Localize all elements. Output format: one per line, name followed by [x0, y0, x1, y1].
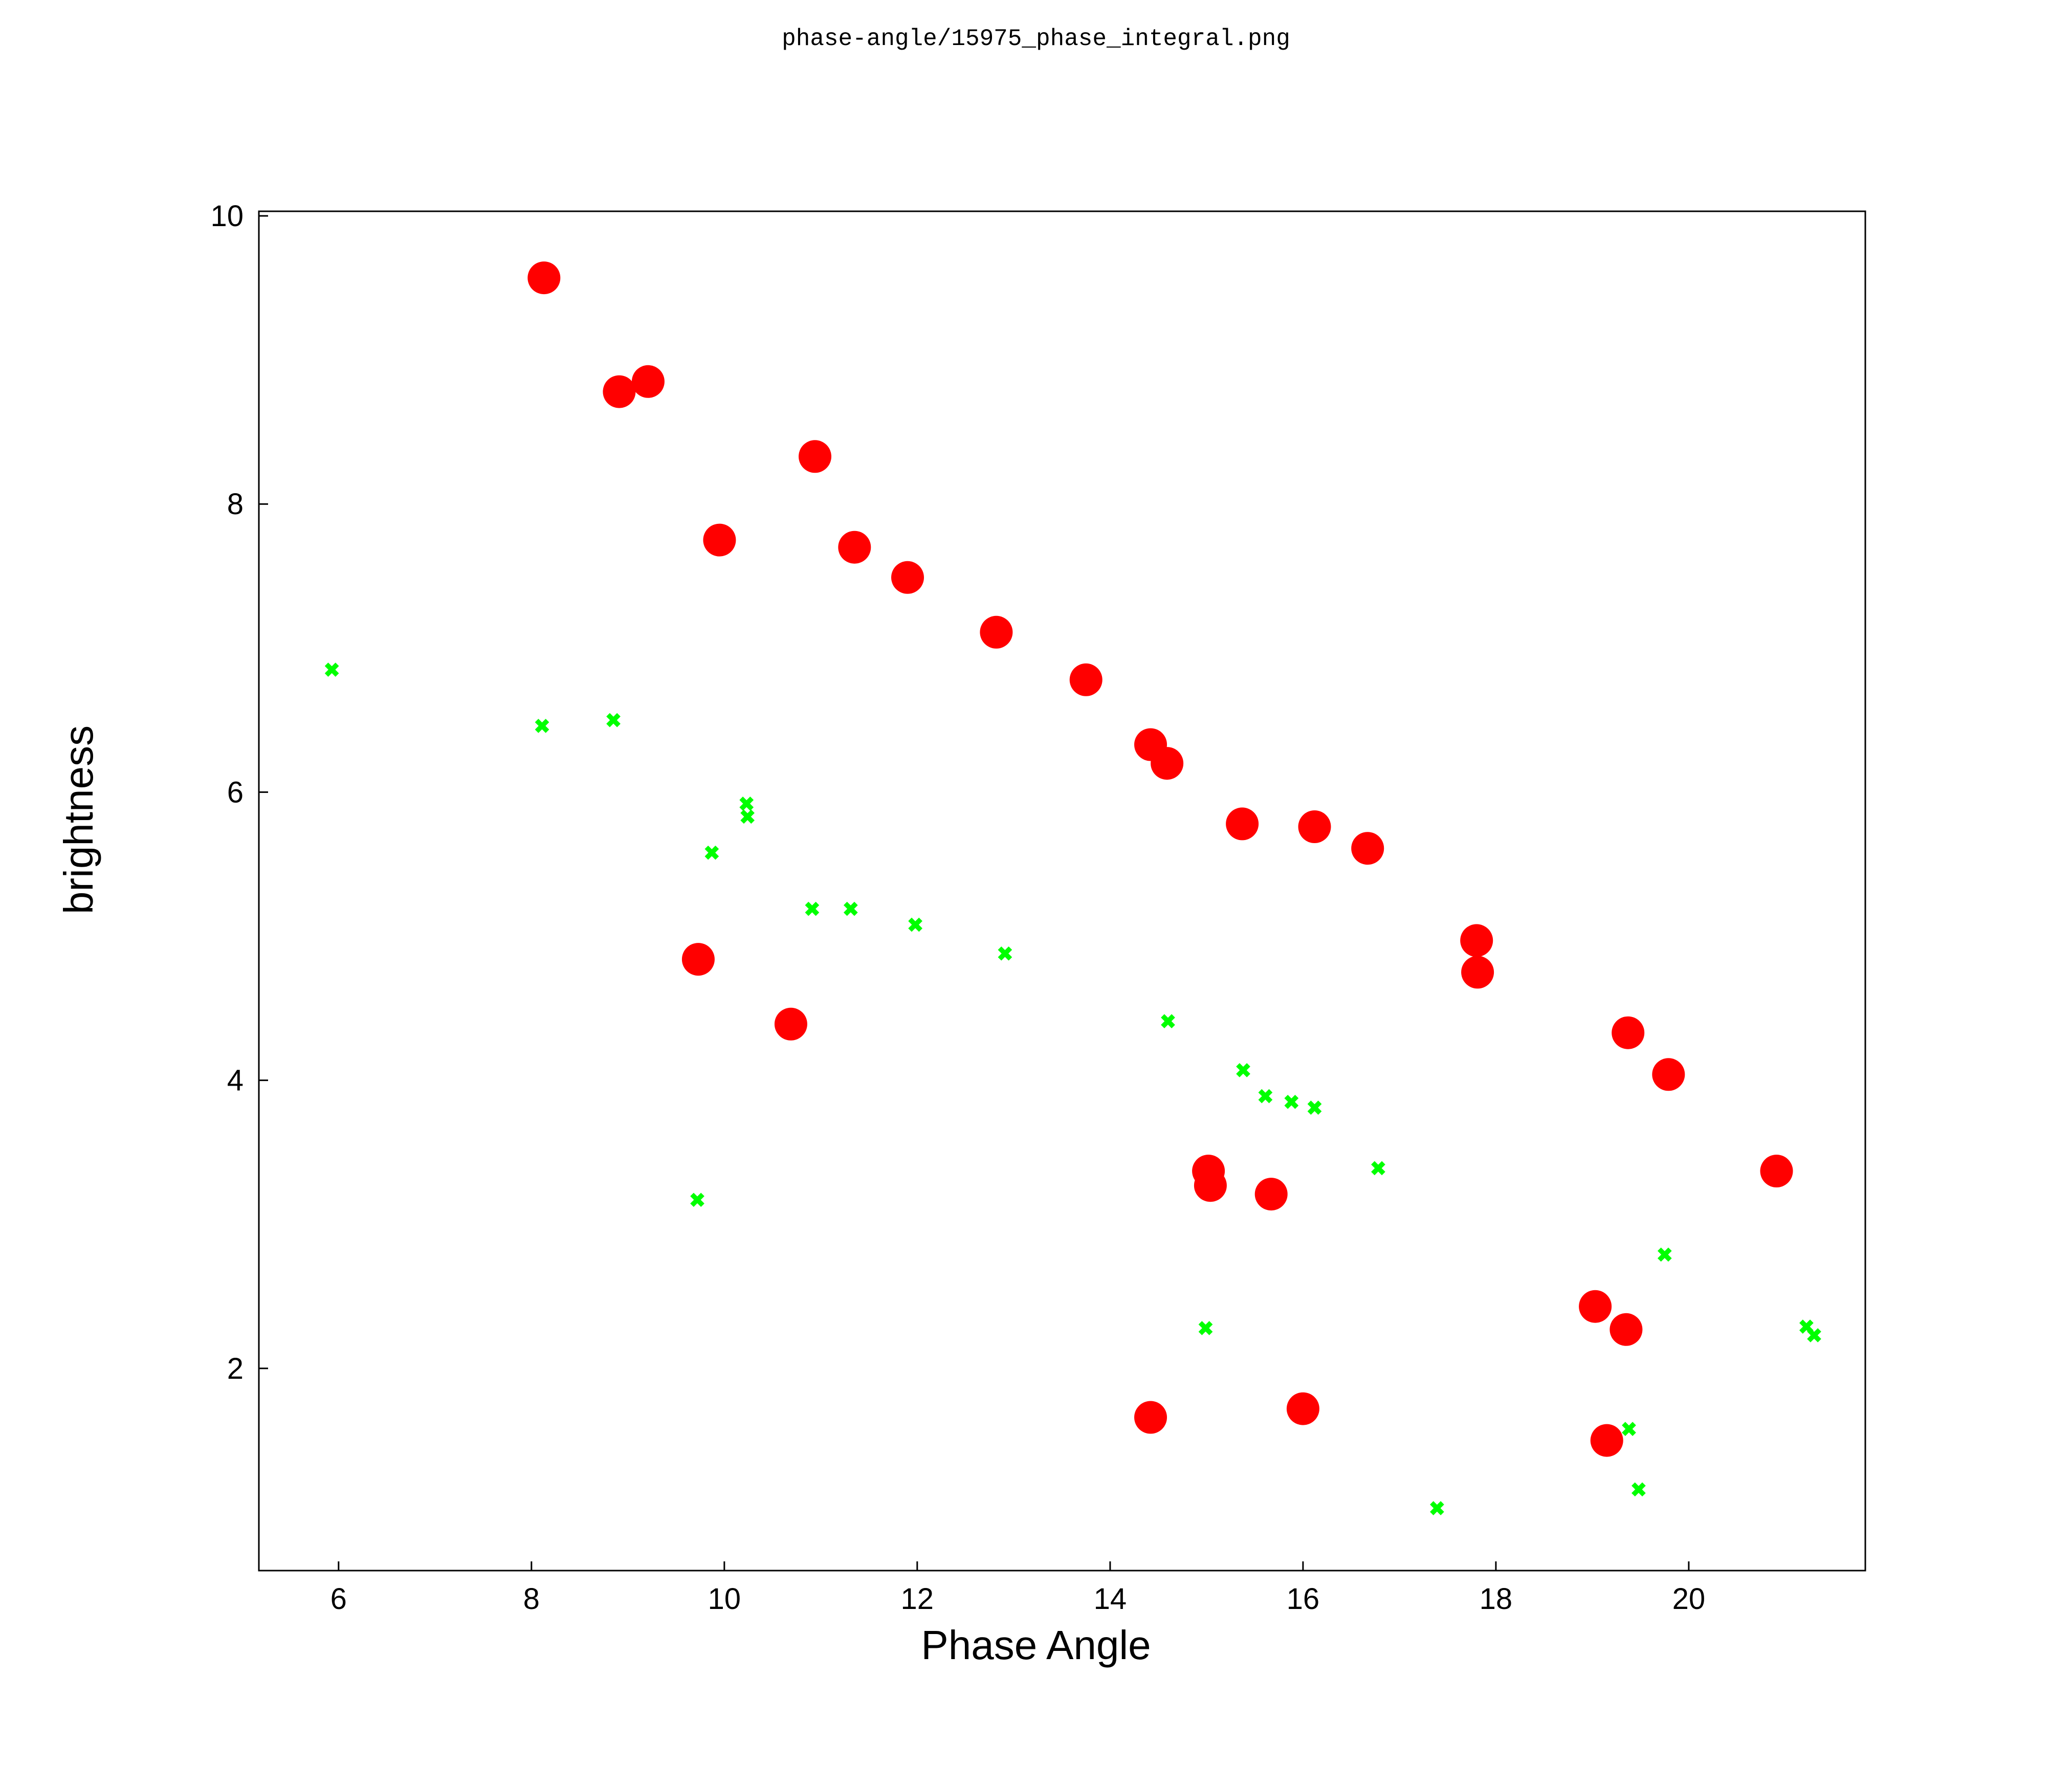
- svg-text:18: 18: [1480, 1582, 1513, 1616]
- svg-text:20: 20: [1672, 1582, 1706, 1616]
- svg-text:14: 14: [1094, 1582, 1127, 1616]
- svg-text:12: 12: [901, 1582, 934, 1616]
- svg-text:8: 8: [523, 1582, 540, 1616]
- svg-text:6: 6: [330, 1582, 347, 1616]
- svg-text:10: 10: [708, 1582, 741, 1616]
- svg-text:16: 16: [1287, 1582, 1320, 1616]
- svg-text:4: 4: [227, 1064, 244, 1097]
- svg-text:8: 8: [227, 488, 244, 521]
- svg-text:2: 2: [227, 1352, 244, 1385]
- svg-text:6: 6: [227, 776, 244, 809]
- svg-text:10: 10: [210, 200, 244, 233]
